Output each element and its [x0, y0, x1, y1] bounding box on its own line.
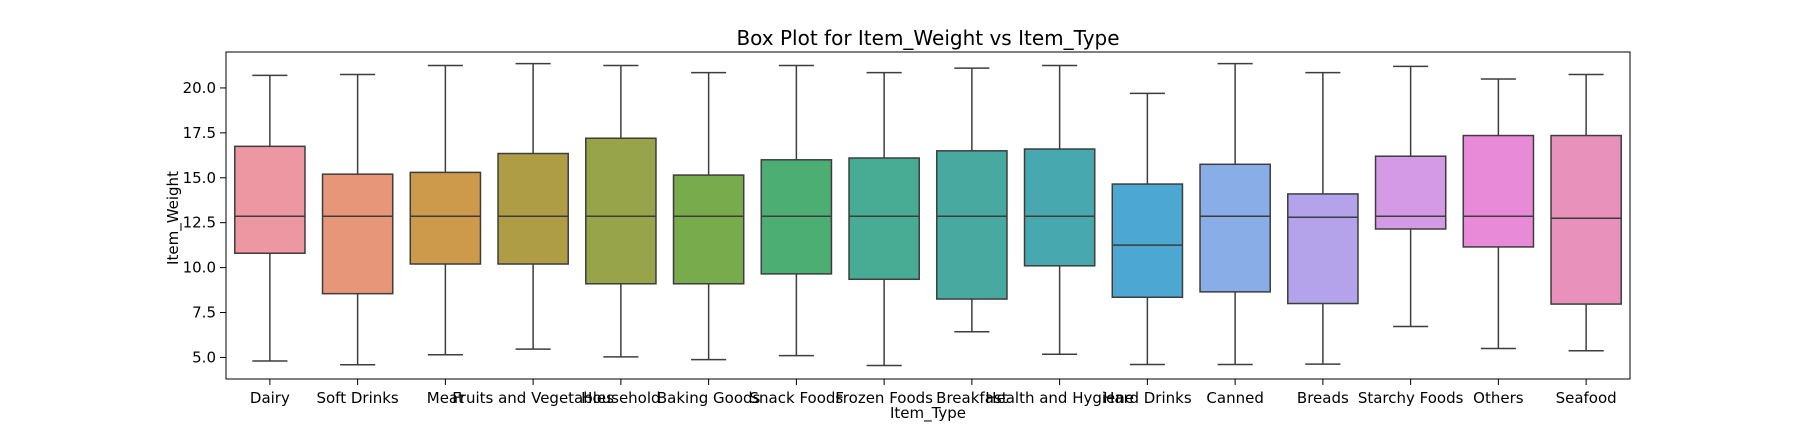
- box-group: [1462, 78, 1535, 350]
- box-group: [1287, 71, 1359, 365]
- x-tick-label: Health and Hygiene: [985, 389, 1134, 407]
- y-tick-label: 7.5: [192, 304, 216, 322]
- iqr-box: [672, 174, 745, 285]
- iqr-box: [234, 145, 306, 254]
- iqr-box: [1111, 183, 1184, 298]
- iqr-box: [1374, 155, 1447, 230]
- iqr-box: [1023, 148, 1096, 267]
- box-group: [409, 64, 482, 356]
- iqr-box: [1550, 134, 1622, 305]
- iqr-box: [1287, 193, 1359, 305]
- box-group: [1199, 62, 1271, 366]
- box-group: [1023, 64, 1096, 355]
- box-group: [848, 71, 920, 367]
- y-axis-label: Item_Weight: [164, 171, 183, 265]
- box-group: [760, 64, 833, 357]
- x-tick-label: Meat: [427, 389, 464, 407]
- plot-frame: [225, 51, 1631, 380]
- x-tick-label: Household: [581, 389, 660, 407]
- x-tick-label: Fruits and Vegetables: [452, 389, 614, 407]
- iqr-box: [585, 137, 657, 285]
- box-group: [936, 67, 1008, 333]
- y-tick-label: 15.0: [183, 169, 216, 187]
- x-tick-label: Canned: [1206, 389, 1263, 407]
- y-axis: 5.0 7.5 10.0 12.5 15.0 17.5 20.0: [183, 79, 226, 366]
- x-tick-label: Hard Drinks: [1103, 389, 1192, 407]
- iqr-box: [321, 173, 394, 295]
- y-tick-label: 10.0: [183, 259, 216, 277]
- y-tick-label: 20.0: [183, 79, 216, 97]
- iqr-box: [497, 152, 569, 265]
- x-tick-label: Others: [1473, 389, 1524, 407]
- x-tick-label: Soft Drinks: [316, 389, 398, 407]
- chart-title: Box Plot for Item_Weight vs Item_Type: [736, 26, 1119, 50]
- box-group: [1374, 65, 1447, 328]
- x-tick-label: Breads: [1297, 389, 1349, 407]
- boxes-layer: [234, 62, 1622, 367]
- x-axis-label: Item_Type: [890, 404, 966, 423]
- iqr-box: [936, 150, 1008, 300]
- y-tick-label: 5.0: [192, 348, 216, 366]
- box-group: [585, 64, 657, 358]
- box-group: [321, 73, 394, 366]
- x-tick-label: Starchy Foods: [1358, 389, 1464, 407]
- box-group: [1550, 73, 1622, 352]
- iqr-box: [1462, 134, 1535, 248]
- box-group: [672, 71, 745, 361]
- x-tick-label: Frozen Foods: [835, 389, 933, 407]
- x-tick-label: Snack Foods: [750, 389, 844, 407]
- iqr-box: [1199, 163, 1271, 293]
- box-group: [497, 62, 569, 350]
- x-tick-label: Seafood: [1556, 389, 1617, 407]
- iqr-box: [848, 157, 920, 281]
- iqr-box: [409, 171, 482, 265]
- x-tick-label: Breakfast: [936, 389, 1008, 407]
- x-tick-label: Baking Goods: [657, 389, 761, 407]
- box-group: [234, 74, 306, 362]
- y-tick-label: 12.5: [183, 214, 216, 232]
- x-tick-label: Dairy: [250, 389, 290, 407]
- box-group: [1111, 92, 1184, 366]
- y-tick-label: 17.5: [183, 124, 216, 142]
